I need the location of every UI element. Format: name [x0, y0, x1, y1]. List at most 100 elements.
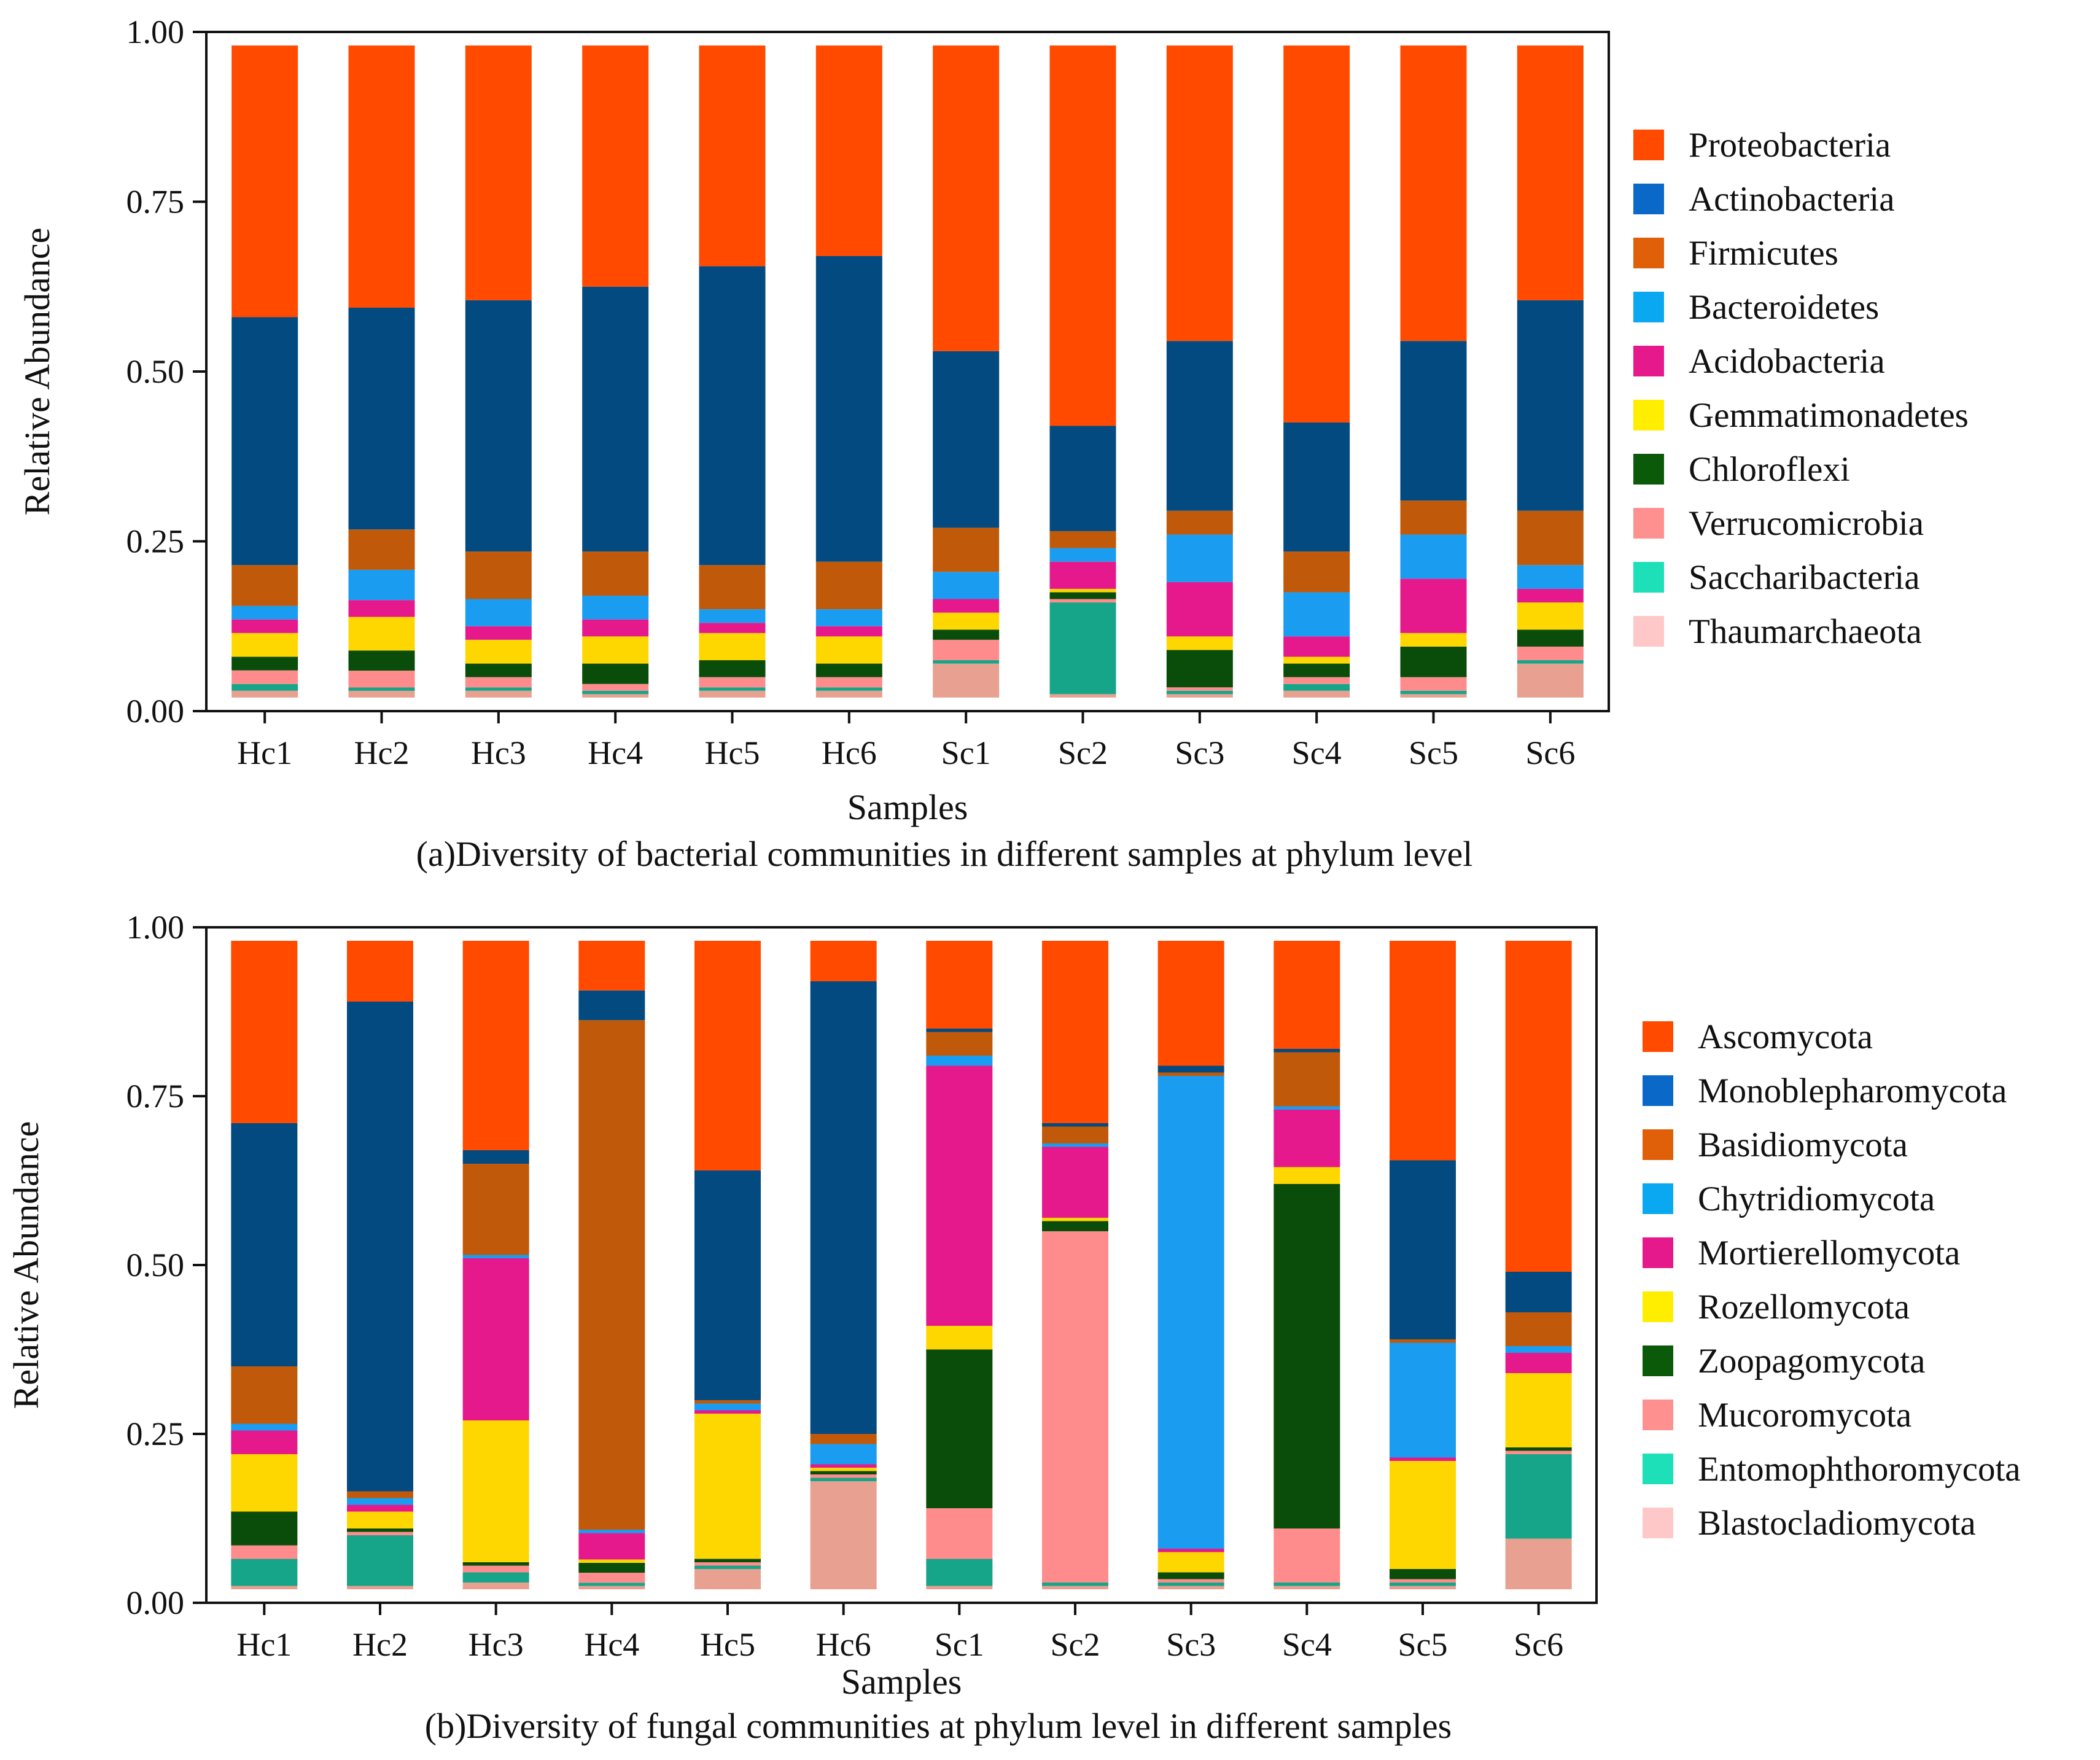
- bar-segment-hc6-mucoromycota: [810, 1474, 877, 1478]
- bar-segment-hc1-verrucomicrobia: [231, 670, 298, 684]
- bar-segment-sc5-acidobacteria: [1400, 578, 1467, 633]
- bar-segment-sc6-verrucomicrobia: [1517, 646, 1584, 661]
- y-tick-label: 1.00: [126, 14, 185, 50]
- bar-segment-hc4-zoopagomycota: [578, 1562, 645, 1573]
- bar-segment-sc2-zoopagomycota: [1042, 1221, 1108, 1231]
- bar-segment-sc4-ascomycota: [1274, 941, 1340, 1049]
- y-tick-label: 0.50: [126, 353, 185, 390]
- figure-caption: (b)Diversity of fungal communities at ph…: [425, 1706, 1452, 1746]
- bar-segment-sc3-firmicutes: [1166, 510, 1233, 535]
- bar-segment-hc1-actinobacteria: [231, 317, 298, 566]
- legend-swatch: [1633, 508, 1664, 539]
- bar-segment-hc6-thaumarchaeota: [815, 690, 882, 698]
- bar-segment-hc2-saccharibacteria: [348, 687, 415, 691]
- bar-segment-hc1-entomophthoromycota: [231, 1559, 298, 1586]
- bar-segment-hc2-ascomycota: [347, 941, 413, 1002]
- bar-segment-hc2-chloroflexi: [348, 650, 415, 671]
- bar-segment-hc4-actinobacteria: [582, 286, 649, 552]
- bar-segment-hc1-acidobacteria: [231, 619, 298, 633]
- bar-segment-hc2-mucoromycota: [347, 1532, 413, 1535]
- bar-segment-hc1-monoblepharomycota: [231, 1123, 298, 1366]
- bar-segment-sc2-actinobacteria: [1049, 426, 1116, 531]
- bar-segment-hc1-bacteroidetes: [231, 605, 298, 620]
- bar-segment-hc3-acidobacteria: [465, 626, 532, 640]
- bar-segment-sc3-gemmatimonadetes: [1166, 636, 1233, 650]
- x-tick-label: Hc5: [700, 1626, 755, 1663]
- x-tick-label: Sc6: [1525, 734, 1575, 771]
- legend-swatch: [1633, 400, 1664, 430]
- bar-segment-sc3-actinobacteria: [1166, 341, 1233, 511]
- bar-segment-sc6-bacteroidetes: [1517, 565, 1584, 589]
- bar-segment-sc4-zoopagomycota: [1274, 1184, 1340, 1528]
- bar-segment-hc3-chytridiomycota: [462, 1255, 529, 1258]
- bar-segment-sc1-verrucomicrobia: [933, 639, 1000, 661]
- bar-segment-sc1-mortierellomycota: [926, 1065, 993, 1326]
- bar-segment-sc4-mucoromycota: [1274, 1528, 1340, 1583]
- bar-segment-hc2-zoopagomycota: [347, 1528, 413, 1532]
- bar-segment-hc4-chloroflexi: [582, 663, 649, 684]
- bar-segment-hc5-entomophthoromycota: [694, 1565, 761, 1569]
- bar-segment-hc4-entomophthoromycota: [578, 1583, 645, 1586]
- bar-segment-sc4-blastocladiomycota: [1274, 1586, 1340, 1589]
- y-tick-label: 0.25: [126, 1415, 185, 1452]
- bar-segment-hc1-gemmatimonadetes: [231, 633, 298, 657]
- bar-segment-hc6-firmicutes: [815, 561, 882, 610]
- bar-segment-sc1-blastocladiomycota: [926, 1586, 993, 1589]
- bar-segment-hc1-chytridiomycota: [231, 1423, 298, 1431]
- bar-segment-sc6-zoopagomycota: [1505, 1447, 1572, 1451]
- bar-segment-sc5-actinobacteria: [1400, 341, 1467, 501]
- bar-segment-sc5-chytridiomycota: [1390, 1342, 1456, 1458]
- bar-segment-sc4-gemmatimonadetes: [1283, 656, 1350, 664]
- bar-segment-hc5-chloroflexi: [699, 660, 766, 677]
- bar-segment-sc3-rozellomycota: [1157, 1552, 1224, 1573]
- bar-segment-sc4-entomophthoromycota: [1274, 1583, 1340, 1586]
- bar-segment-hc3-mucoromycota: [462, 1565, 529, 1573]
- bar-segment-sc1-actinobacteria: [933, 351, 1000, 528]
- x-tick-label: Sc6: [1514, 1626, 1563, 1663]
- bar-segment-hc5-proteobacteria: [699, 45, 766, 267]
- bar-segment-sc3-zoopagomycota: [1157, 1572, 1224, 1579]
- bar-segment-hc6-basidiomycota: [810, 1434, 877, 1444]
- bar-segment-sc2-verrucomicrobia: [1049, 599, 1116, 603]
- x-tick-label: Sc5: [1398, 1626, 1448, 1663]
- legend-swatch: [1643, 1454, 1673, 1484]
- bar-segment-sc6-mucoromycota: [1505, 1450, 1572, 1454]
- bar-segment-sc4-chloroflexi: [1283, 663, 1350, 677]
- bar-segment-sc3-verrucomicrobia: [1166, 687, 1233, 691]
- legend-swatch: [1643, 1183, 1673, 1214]
- legend-label: Chloroflexi: [1689, 450, 1850, 489]
- bar-segment-hc3-saccharibacteria: [465, 687, 532, 691]
- bar-segment-sc6-gemmatimonadetes: [1517, 602, 1584, 630]
- bar-segment-hc2-firmicutes: [348, 529, 415, 570]
- legend-swatch: [1633, 346, 1664, 376]
- bar-segment-sc4-acidobacteria: [1283, 636, 1350, 657]
- bar-segment-hc3-chloroflexi: [465, 663, 532, 677]
- legend-label: Gemmatimonadetes: [1689, 396, 1969, 435]
- legend-swatch: [1643, 1021, 1673, 1052]
- legend-swatch: [1643, 1345, 1673, 1376]
- legend-label: Zoopagomycota: [1698, 1342, 1925, 1380]
- bar-segment-sc4-firmicutes: [1283, 551, 1350, 593]
- bar-segment-sc3-basidiomycota: [1157, 1072, 1224, 1076]
- bar-segment-hc5-actinobacteria: [699, 266, 766, 566]
- bar-segment-sc1-entomophthoromycota: [926, 1559, 993, 1586]
- bar-segment-sc3-monoblepharomycota: [1157, 1065, 1224, 1073]
- bar-segment-hc3-proteobacteria: [465, 45, 532, 300]
- legend-swatch: [1643, 1508, 1673, 1538]
- legend: Ascomycota Monoblepharomycota Basidiomycot…: [1643, 1018, 2021, 1543]
- y-tick-label: 0.25: [126, 523, 185, 560]
- bar-segment-sc5-verrucomicrobia: [1400, 677, 1467, 691]
- bar-segment-sc5-gemmatimonadetes: [1400, 633, 1467, 647]
- bar-segment-hc3-gemmatimonadetes: [465, 639, 532, 664]
- bar-segment-sc3-blastocladiomycota: [1157, 1586, 1224, 1589]
- bar-segment-sc4-rozellomycota: [1274, 1167, 1340, 1184]
- bar-segment-sc2-rozellomycota: [1042, 1218, 1108, 1221]
- legend-label: Entomophthoromycota: [1698, 1450, 2021, 1489]
- bar-segment-hc5-bacteroidetes: [699, 609, 766, 623]
- bar-segment-sc3-acidobacteria: [1166, 582, 1233, 637]
- bar-segment-hc2-thaumarchaeota: [348, 690, 415, 698]
- legend-swatch: [1643, 1075, 1673, 1106]
- bar-segment-sc6-acidobacteria: [1517, 588, 1584, 603]
- bar-segment-sc5-proteobacteria: [1400, 45, 1467, 341]
- bar-segment-hc3-monoblepharomycota: [462, 1150, 529, 1164]
